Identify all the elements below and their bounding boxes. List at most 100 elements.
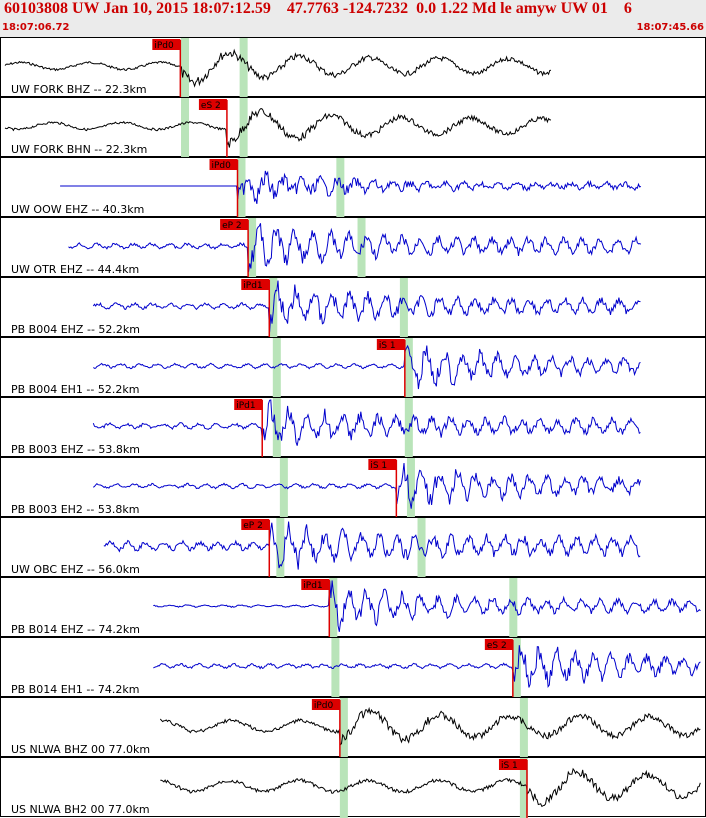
- seismogram-trace: [60, 170, 642, 205]
- station-channel-label: PB B003 EHZ -- 53.8km: [11, 443, 140, 456]
- predicted-arrival-band: [181, 38, 190, 98]
- trace-panel[interactable]: eS 2 PB B014 EH1 -- 74.2km: [0, 637, 706, 698]
- svg-text:iPd0: iPd0: [212, 161, 232, 171]
- phase-pick-label[interactable]: iPd0: [209, 159, 238, 171]
- predicted-arrival-band: [336, 158, 345, 218]
- trace-panel[interactable]: iPd1 PB B014 EHZ -- 74.2km: [0, 577, 706, 638]
- trace-panel[interactable]: iPd1 PB B003 EHZ -- 53.8km: [0, 397, 706, 458]
- predicted-arrival-band: [272, 338, 281, 398]
- predicted-arrival-band: [519, 758, 528, 818]
- trace-panel[interactable]: iS 1 PB B004 EH1 -- 52.2km: [0, 337, 706, 398]
- station-channel-label: PB B004 EHZ -- 52.2km: [11, 323, 140, 336]
- trace-panel[interactable]: eP 2 UW OTR EHZ -- 44.4km: [0, 217, 706, 278]
- svg-text:iS 1: iS 1: [379, 341, 396, 351]
- waveform-plot: iPd0: [60, 158, 642, 218]
- svg-text:eS 2: eS 2: [201, 101, 221, 111]
- trace-panel[interactable]: iS 1 PB B003 EH2 -- 53.8km: [0, 457, 706, 518]
- waveform-plot: iPd1: [92, 398, 641, 458]
- phase-pick-label[interactable]: iPd0: [152, 39, 181, 51]
- svg-text:eS 2: eS 2: [487, 641, 507, 651]
- svg-text:iPd0: iPd0: [314, 701, 334, 711]
- station-channel-label: PB B003 EH2 -- 53.8km: [11, 503, 140, 516]
- predicted-arrival-band: [248, 218, 257, 278]
- predicted-arrival-band: [279, 458, 288, 518]
- seismogram-trace: [68, 223, 642, 273]
- waveform-plot: iPd1: [153, 578, 701, 638]
- waveform-plot: iPd0: [159, 698, 701, 758]
- station-channel-label: UW OOW EHZ -- 40.3km: [11, 203, 145, 216]
- seismogram-trace: [153, 645, 701, 689]
- trace-panel[interactable]: iPd0 UW OOW EHZ -- 40.3km: [0, 157, 706, 218]
- waveform-plot: eP 2: [103, 518, 641, 578]
- station-channel-label: UW OBC EHZ -- 56.0km: [11, 563, 140, 576]
- waveform-plot: iPd1: [92, 278, 641, 338]
- trace-panel[interactable]: eP 2 UW OBC EHZ -- 56.0km: [0, 517, 706, 578]
- seismogram-trace: [160, 767, 701, 808]
- waveform-plot: iS 1: [93, 338, 641, 398]
- predicted-arrival-band: [239, 98, 248, 158]
- waveform-plot: iPd0: [4, 38, 552, 98]
- predicted-arrival-band: [272, 398, 281, 458]
- phase-pick-label[interactable]: iS 1: [376, 339, 405, 351]
- phase-pick-label[interactable]: iS 1: [498, 759, 527, 771]
- seismogram-trace: [4, 48, 552, 88]
- trace-panel[interactable]: iPd1 PB B004 EHZ -- 52.2km: [0, 277, 706, 338]
- seismogram-trace: [4, 108, 552, 148]
- predicted-arrival-band: [339, 758, 348, 818]
- station-channel-label: PB B004 EH1 -- 52.2km: [11, 383, 140, 396]
- seismogram-trace: [93, 462, 641, 509]
- phase-pick-label[interactable]: eP 2: [241, 519, 270, 531]
- predicted-arrival-band: [329, 578, 338, 638]
- station-channel-label: US NLWA BH2 00 77.0km: [11, 803, 150, 816]
- trace-panel[interactable]: eS 2 UW FORK BHN -- 22.3km: [0, 97, 706, 158]
- station-channel-label: PB B014 EHZ -- 74.2km: [11, 623, 140, 636]
- event-title: 60103808 UW Jan 10, 2015 18:07:12.59 47.…: [4, 0, 632, 17]
- start-time: 18:07:06.72: [2, 22, 70, 33]
- seismogram-trace: [92, 280, 641, 333]
- trace-panel[interactable]: iPd0 US NLWA BHZ 00 77.0km: [0, 697, 706, 758]
- station-channel-label: UW FORK BHN -- 22.3km: [11, 143, 148, 156]
- predicted-arrival-band: [519, 698, 528, 758]
- predicted-arrival-band: [509, 578, 518, 638]
- predicted-arrival-band: [237, 158, 246, 218]
- waveform-plot: eS 2: [153, 638, 701, 698]
- seismogram-trace: [153, 580, 701, 632]
- seismogram-trace: [159, 706, 701, 746]
- waveform-plot: iS 1: [160, 758, 701, 818]
- trace-panel[interactable]: iPd0 UW FORK BHZ -- 22.3km: [0, 37, 706, 98]
- station-channel-label: PB B014 EH1 -- 74.2km: [11, 683, 140, 696]
- end-time: 18:07:45.66: [636, 22, 704, 33]
- svg-text:iPd1: iPd1: [303, 581, 322, 591]
- phase-pick-label[interactable]: iPd1: [301, 579, 330, 591]
- svg-text:iPd1: iPd1: [243, 281, 262, 291]
- phase-pick-label[interactable]: iPd0: [311, 699, 340, 711]
- waveform-plot: eP 2: [68, 218, 642, 278]
- phase-pick-label[interactable]: iS 1: [368, 459, 397, 471]
- seismogram-trace: [93, 344, 641, 390]
- phase-pick-label[interactable]: eS 2: [198, 99, 227, 111]
- station-channel-label: UW FORK BHZ -- 22.3km: [11, 83, 147, 96]
- svg-text:eP 2: eP 2: [222, 221, 242, 231]
- svg-text:eP 2: eP 2: [243, 521, 263, 531]
- seismogram-trace: [92, 399, 641, 446]
- station-channel-label: US NLWA BHZ 00 77.0km: [11, 743, 151, 756]
- waveform-panels: iPd0 UW FORK BHZ -- 22.3km eS 2 UW FORK BHN…: [0, 37, 706, 818]
- predicted-arrival-band: [406, 458, 415, 518]
- seismogram-trace: [103, 521, 641, 570]
- waveform-plot: eS 2: [4, 98, 552, 158]
- predicted-arrival-band: [399, 278, 408, 338]
- predicted-arrival-band: [181, 98, 190, 158]
- svg-text:iPd0: iPd0: [154, 41, 174, 51]
- station-channel-label: UW OTR EHZ -- 44.4km: [11, 263, 140, 276]
- predicted-arrival-band: [276, 518, 285, 578]
- svg-text:iS 1: iS 1: [370, 461, 387, 471]
- predicted-arrival-band: [239, 38, 248, 98]
- phase-pick-label[interactable]: iPd1: [234, 399, 263, 411]
- phase-pick-label[interactable]: iPd1: [241, 279, 270, 291]
- phase-pick-label[interactable]: eP 2: [220, 219, 249, 231]
- trace-panel[interactable]: iS 1 US NLWA BH2 00 77.0km: [0, 757, 706, 818]
- svg-text:iPd1: iPd1: [236, 401, 255, 411]
- svg-text:iS 1: iS 1: [501, 761, 518, 771]
- predicted-arrival-band: [404, 338, 413, 398]
- phase-pick-label[interactable]: eS 2: [484, 639, 513, 651]
